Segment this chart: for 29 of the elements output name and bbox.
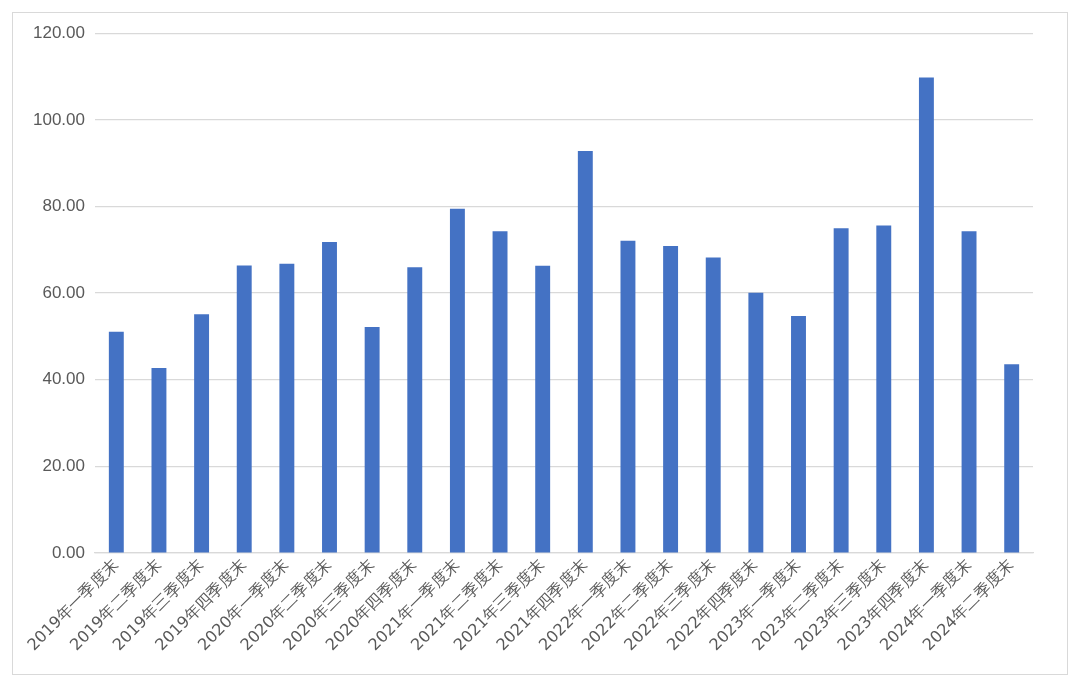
bar (322, 242, 337, 553)
bar (151, 368, 167, 553)
bar (705, 257, 721, 553)
y-tick-label: 60.00 (42, 282, 85, 302)
bar (791, 316, 806, 553)
bar (577, 151, 593, 553)
y-tick-label: 120.00 (33, 22, 85, 42)
bar (194, 314, 210, 553)
y-tick-label: 100.00 (33, 109, 85, 129)
bar (236, 265, 252, 553)
bar (364, 326, 380, 553)
bar (748, 292, 764, 553)
y-tick-label: 40.00 (42, 369, 85, 389)
bar (108, 331, 124, 553)
bar (407, 267, 423, 553)
y-tick-label: 0.00 (51, 542, 85, 562)
bar (535, 265, 551, 553)
bar (833, 228, 849, 553)
y-tick-label: 80.00 (42, 196, 85, 216)
bar (620, 240, 636, 553)
bar (663, 245, 679, 553)
y-tick-label: 20.00 (42, 456, 85, 476)
bar (449, 208, 465, 553)
bar (279, 263, 295, 553)
bar (492, 231, 508, 553)
bar (961, 231, 977, 553)
bar (918, 77, 934, 553)
bar (1004, 364, 1020, 553)
bar (876, 225, 892, 553)
